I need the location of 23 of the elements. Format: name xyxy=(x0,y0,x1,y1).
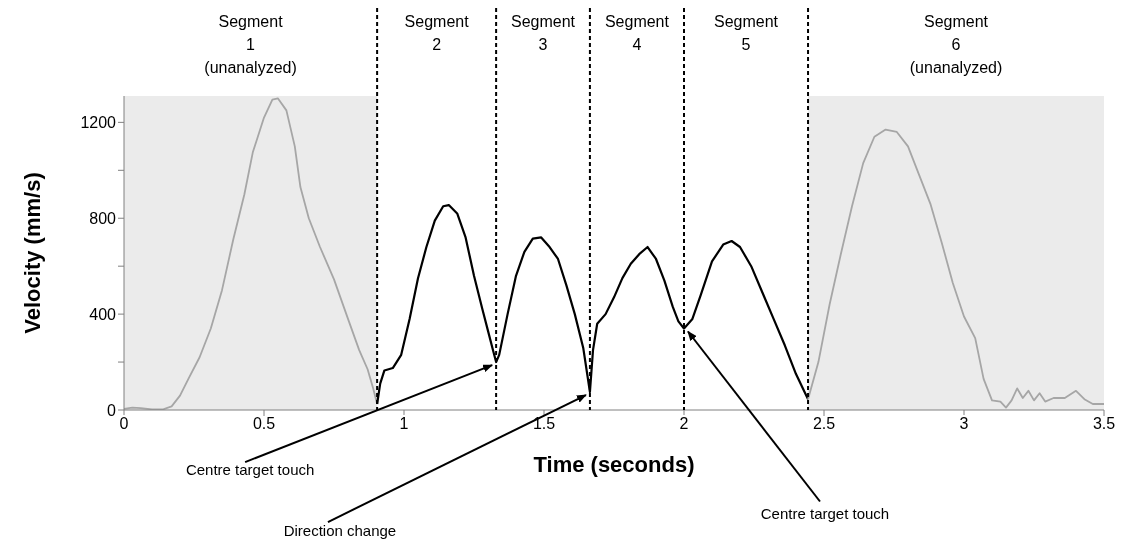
text: Segment 3 xyxy=(511,13,576,54)
x-tick-label: 3.5 xyxy=(1092,415,1116,433)
x-tick-label: 2.5 xyxy=(812,415,836,433)
text: Segment 2 xyxy=(404,13,470,54)
annotation: Centre target touch xyxy=(760,504,890,522)
y-axis-title: Velocity (mm/s) xyxy=(20,172,45,334)
x-tick-label: 2 xyxy=(679,415,689,433)
x-tick-label: 0.5 xyxy=(252,415,276,433)
annotation: Centre target touch xyxy=(185,461,315,479)
band-label: Segment 1 (unanalyzed) xyxy=(204,13,297,77)
x-axis-title: Time (seconds) xyxy=(533,452,695,477)
annotation: Direction change xyxy=(283,522,397,540)
x-tick-label: 1.5 xyxy=(532,415,556,433)
band-label: Segment 6 (unanalyzed) xyxy=(909,13,1003,77)
y-tick-label: 1200 xyxy=(80,114,117,132)
y-tick-label: 800 xyxy=(89,209,117,227)
y-tick-label: 400 xyxy=(89,305,117,323)
x-tick-label: 0 xyxy=(119,415,129,433)
x-tick-label: 1 xyxy=(399,415,409,433)
y-tick-label: 0 xyxy=(107,401,117,419)
text: Segment 4 xyxy=(604,13,670,54)
text: Segment 5 xyxy=(714,13,779,54)
x-tick-label: 3 xyxy=(959,415,969,433)
